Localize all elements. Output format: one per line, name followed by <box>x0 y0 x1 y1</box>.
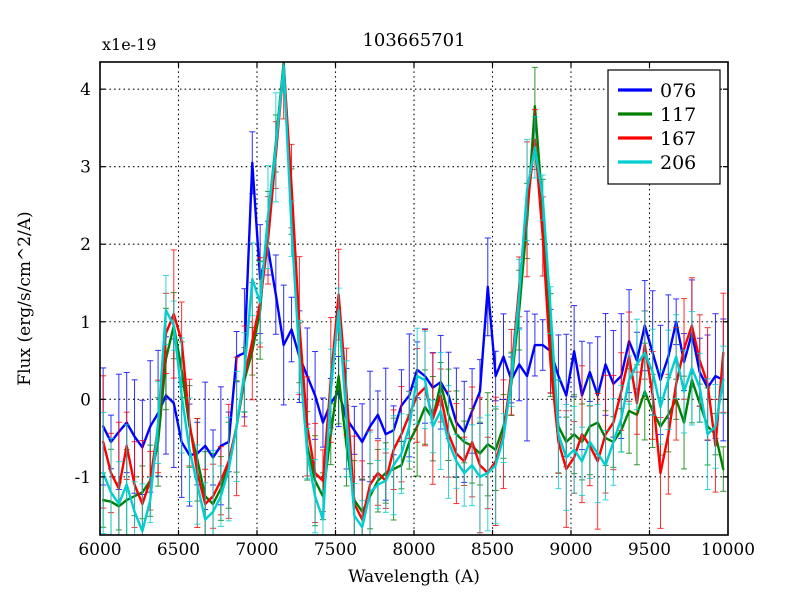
series-line-076 <box>101 161 725 459</box>
x-axis-label: Wavelength (A) <box>348 567 480 587</box>
x-tick-label: 7500 <box>314 540 357 560</box>
y-axis-offset-label: x1e-19 <box>102 35 156 54</box>
y-tick-label: 1 <box>80 313 91 333</box>
axis-ticks: 6000 6500 7000 7500 8000 8500 9000 9500 10000 -1 0… <box>74 62 755 560</box>
x-tick-label: 7000 <box>235 540 278 560</box>
page-title: 103665701 <box>362 30 465 51</box>
series-206 <box>100 62 727 535</box>
x-tick-label: 8500 <box>471 540 514 560</box>
x-tick-label: 10000 <box>701 540 755 560</box>
x-tick-label: 6500 <box>157 540 200 560</box>
y-axis-label: Flux (erg/s/cm^2/A) <box>15 211 35 385</box>
y-tick-label: 2 <box>80 235 91 255</box>
legend-label-206[interactable]: 206 <box>660 152 696 174</box>
legend-label-167[interactable]: 167 <box>660 128 696 150</box>
legend-label-117[interactable]: 117 <box>660 104 696 126</box>
grid-lines <box>100 62 728 535</box>
x-tick-label: 6000 <box>78 540 121 560</box>
y-tick-label: -1 <box>74 468 91 488</box>
y-tick-label: 3 <box>80 158 91 178</box>
series-line-206 <box>101 64 725 533</box>
x-tick-label: 8000 <box>392 540 435 560</box>
series-line-117 <box>101 62 725 513</box>
x-tick-label: 9500 <box>628 540 671 560</box>
y-tick-label: 0 <box>80 390 91 410</box>
data-series-group <box>100 62 727 535</box>
x-tick-label: 9000 <box>549 540 592 560</box>
y-tick-label: 4 <box>80 80 91 100</box>
legend-label-076[interactable]: 076 <box>660 80 696 102</box>
